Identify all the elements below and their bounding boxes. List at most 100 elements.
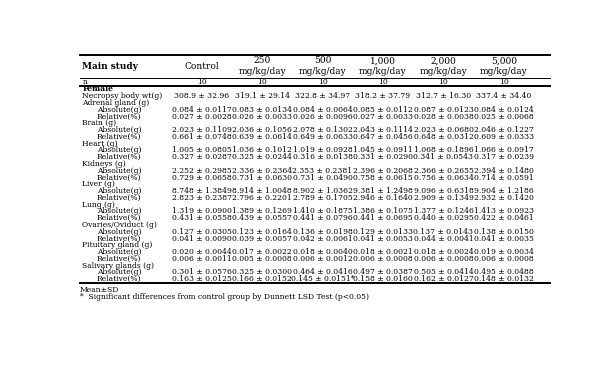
Text: 1.386 ± 0.1075: 1.386 ± 0.1075 (353, 207, 413, 216)
Text: Mean±SD: Mean±SD (80, 286, 119, 294)
Text: 0.025 ± 0.0068: 0.025 ± 0.0068 (474, 112, 534, 121)
Text: 0.145 ± 0.0151*: 0.145 ± 0.0151* (291, 275, 354, 283)
Text: 0.005 ± 0.0008: 0.005 ± 0.0008 (232, 255, 292, 263)
Text: Relative(%): Relative(%) (97, 133, 141, 141)
Text: 0.331 ± 0.0290: 0.331 ± 0.0290 (353, 153, 413, 161)
Text: 0.166 ± 0.0152: 0.166 ± 0.0152 (232, 275, 292, 283)
Text: 0.026 ± 0.0033: 0.026 ± 0.0033 (232, 112, 292, 121)
Text: 0.026 ± 0.0096: 0.026 ± 0.0096 (293, 112, 352, 121)
Text: 0.041 ± 0.0035: 0.041 ± 0.0035 (474, 234, 534, 243)
Text: 0.017 ± 0.0022: 0.017 ± 0.0022 (232, 248, 292, 256)
Text: 0.084 ± 0.0117: 0.084 ± 0.0117 (172, 106, 231, 114)
Text: 0.042 ± 0.0061: 0.042 ± 0.0061 (293, 234, 352, 243)
Text: Main study: Main study (82, 62, 138, 70)
Text: 1.045 ± 0.0911: 1.045 ± 0.0911 (353, 147, 413, 154)
Text: 8.748 ± 1.3849: 8.748 ± 1.3849 (172, 187, 232, 195)
Text: Absolute(g): Absolute(g) (97, 147, 141, 154)
Text: 0.018 ± 0.0024: 0.018 ± 0.0024 (413, 248, 474, 256)
Text: 0.087 ± 0.0123: 0.087 ± 0.0123 (413, 106, 474, 114)
Text: 319.1 ± 29.14: 319.1 ± 29.14 (234, 92, 290, 100)
Text: Pituitary gland (g): Pituitary gland (g) (82, 242, 153, 249)
Text: 5,000
mg/kg/day: 5,000 mg/kg/day (480, 56, 528, 76)
Text: Absolute(g): Absolute(g) (97, 106, 141, 114)
Text: Relative(%): Relative(%) (97, 174, 141, 181)
Text: 0.495 ± 0.0488: 0.495 ± 0.0488 (474, 269, 534, 276)
Text: 337.4 ± 34.40: 337.4 ± 34.40 (476, 92, 531, 100)
Text: Lung (g): Lung (g) (82, 201, 115, 209)
Text: 1.319 ± 0.0900: 1.319 ± 0.0900 (172, 207, 232, 216)
Text: 1.413 ± 0.0923: 1.413 ± 0.0923 (474, 207, 534, 216)
Text: 0.648 ± 0.0312: 0.648 ± 0.0312 (413, 133, 474, 141)
Text: 0.006 ± 0.0008: 0.006 ± 0.0008 (353, 255, 413, 263)
Text: 0.041 ± 0.0090: 0.041 ± 0.0090 (172, 234, 231, 243)
Text: 2.252 ± 0.2985: 2.252 ± 0.2985 (172, 167, 231, 175)
Text: Relative(%): Relative(%) (97, 255, 141, 263)
Text: 308.9 ± 32.96: 308.9 ± 32.96 (174, 92, 229, 100)
Text: Necropsy body wt(g): Necropsy body wt(g) (82, 92, 162, 100)
Text: 2.023 ± 0.0680: 2.023 ± 0.0680 (413, 126, 474, 134)
Text: 0.497 ± 0.0387: 0.497 ± 0.0387 (353, 269, 413, 276)
Text: 0.422 ± 0.0461: 0.422 ± 0.0461 (474, 214, 534, 222)
Text: 0.148 ± 0.0132: 0.148 ± 0.0132 (474, 275, 534, 283)
Text: Absolute(g): Absolute(g) (97, 126, 141, 134)
Text: 1.410 ± 0.1875: 1.410 ± 0.1875 (293, 207, 352, 216)
Text: 2.789 ± 0.1705: 2.789 ± 0.1705 (293, 194, 352, 202)
Text: 1.389 ± 0.1269: 1.389 ± 0.1269 (232, 207, 292, 216)
Text: 2.336 ± 0.2364: 2.336 ± 0.2364 (232, 167, 292, 175)
Text: 312.7 ± 16.30: 312.7 ± 16.30 (416, 92, 471, 100)
Text: 0.440 ± 0.0295: 0.440 ± 0.0295 (413, 214, 474, 222)
Text: 8.902 ± 1.0362: 8.902 ± 1.0362 (293, 187, 352, 195)
Text: 2,000
mg/kg/day: 2,000 mg/kg/day (419, 56, 467, 76)
Text: 0.027 ± 0.0028: 0.027 ± 0.0028 (172, 112, 231, 121)
Text: Female: Female (82, 85, 113, 93)
Text: 0.505 ± 0.0414: 0.505 ± 0.0414 (413, 269, 474, 276)
Text: 2.796 ± 0.2201: 2.796 ± 0.2201 (232, 194, 292, 202)
Text: 0.731 ± 0.0630: 0.731 ± 0.0630 (232, 174, 292, 181)
Text: 2.946 ± 0.1640: 2.946 ± 0.1640 (353, 194, 413, 202)
Text: 0.441 ± 0.0796: 0.441 ± 0.0796 (293, 214, 352, 222)
Text: 0.439 ± 0.0557: 0.439 ± 0.0557 (232, 214, 292, 222)
Text: 2.932 ± 0.1420: 2.932 ± 0.1420 (474, 194, 534, 202)
Text: 0.639 ± 0.0614: 0.639 ± 0.0614 (232, 133, 292, 141)
Text: 2.046 ± 0.1227: 2.046 ± 0.1227 (474, 126, 534, 134)
Text: 1.066 ± 0.0917: 1.066 ± 0.0917 (474, 147, 534, 154)
Text: 0.163 ± 0.0125: 0.163 ± 0.0125 (172, 275, 232, 283)
Text: 0.083 ± 0.0134: 0.083 ± 0.0134 (232, 106, 292, 114)
Text: 0.085 ± 0.0112: 0.085 ± 0.0112 (353, 106, 413, 114)
Text: 1.036 ± 0.1012: 1.036 ± 0.1012 (232, 147, 292, 154)
Text: 0.441 ± 0.0695: 0.441 ± 0.0695 (353, 214, 413, 222)
Text: 10: 10 (378, 78, 388, 86)
Text: 0.020 ± 0.0044: 0.020 ± 0.0044 (172, 248, 231, 256)
Text: 10: 10 (197, 78, 207, 86)
Text: 2.043 ± 0.1114: 2.043 ± 0.1114 (353, 126, 413, 134)
Text: Heart (g): Heart (g) (82, 140, 118, 148)
Text: 1.019 ± 0.0928: 1.019 ± 0.0928 (293, 147, 352, 154)
Text: 10: 10 (438, 78, 448, 86)
Text: 0.758 ± 0.0615: 0.758 ± 0.0615 (353, 174, 413, 181)
Text: 0.006 ± 0.0012: 0.006 ± 0.0012 (293, 255, 352, 263)
Text: 0.138 ± 0.0150: 0.138 ± 0.0150 (474, 228, 534, 236)
Text: Kidneys (g): Kidneys (g) (82, 160, 126, 168)
Text: Adrenal gland (g): Adrenal gland (g) (82, 99, 149, 107)
Text: 0.325 ± 0.0244: 0.325 ± 0.0244 (232, 153, 292, 161)
Text: 2.353 ± 0.2381: 2.353 ± 0.2381 (293, 167, 352, 175)
Text: Relative(%): Relative(%) (97, 275, 141, 283)
Text: 9.096 ± 0.6318: 9.096 ± 0.6318 (413, 187, 474, 195)
Text: 0.136 ± 0.0198: 0.136 ± 0.0198 (293, 228, 352, 236)
Text: 2.909 ± 0.1349: 2.909 ± 0.1349 (413, 194, 474, 202)
Text: 0.756 ± 0.0634: 0.756 ± 0.0634 (413, 174, 474, 181)
Text: 10: 10 (257, 78, 267, 86)
Text: 0.084 ± 0.0124: 0.084 ± 0.0124 (474, 106, 534, 114)
Text: 2.078 ± 0.1302: 2.078 ± 0.1302 (293, 126, 352, 134)
Text: 0.649 ± 0.0633: 0.649 ± 0.0633 (293, 133, 352, 141)
Text: 0.137 ± 0.0143: 0.137 ± 0.0143 (413, 228, 474, 236)
Text: 0.431 ± 0.0558: 0.431 ± 0.0558 (172, 214, 232, 222)
Text: Absolute(g): Absolute(g) (97, 167, 141, 175)
Text: 318.2 ± 37.79: 318.2 ± 37.79 (355, 92, 411, 100)
Text: 10: 10 (499, 78, 509, 86)
Text: Relative(%): Relative(%) (97, 214, 141, 222)
Text: 0.084 ± 0.0064: 0.084 ± 0.0064 (293, 106, 352, 114)
Text: 0.714 ± 0.0591: 0.714 ± 0.0591 (474, 174, 534, 181)
Text: 2.396 ± 0.2068: 2.396 ± 0.2068 (353, 167, 413, 175)
Text: 0.162 ± 0.0127: 0.162 ± 0.0127 (413, 275, 474, 283)
